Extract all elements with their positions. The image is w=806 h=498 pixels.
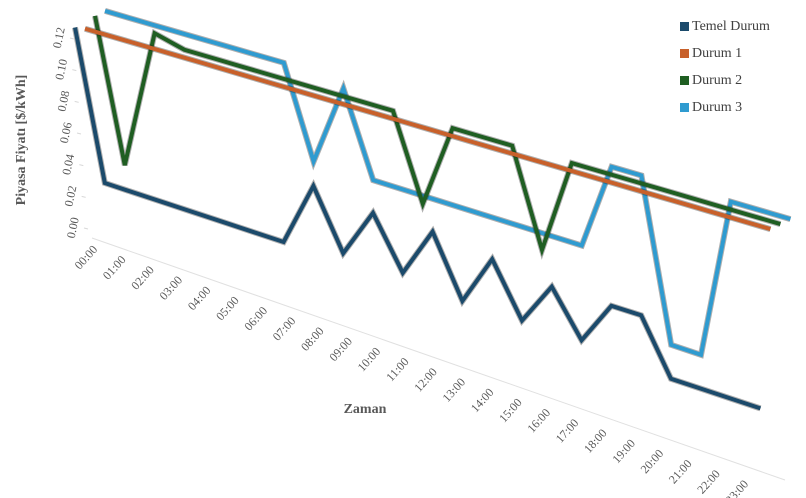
x-tick-label: 19:00 (609, 436, 638, 466)
x-tick-label: 07:00 (270, 314, 299, 344)
y-tick-label: 0.06 (57, 121, 75, 144)
legend-label: Durum 1 (692, 46, 742, 61)
x-tick-label: 03:00 (156, 273, 185, 303)
x-tick-label: 09:00 (326, 334, 355, 364)
series-line (73, 27, 762, 411)
y-tick-label: 0.00 (64, 216, 82, 239)
x-tick-label: 20:00 (638, 446, 667, 476)
x-tick-label: 12:00 (411, 365, 440, 395)
x-tick-label: 02:00 (128, 263, 157, 293)
legend-swatch (680, 49, 689, 58)
y-tick-label: 0.12 (50, 26, 68, 49)
y-tick (72, 69, 77, 72)
legend-swatch (680, 103, 689, 112)
y-tick (76, 132, 82, 135)
x-tick-label: 13:00 (439, 375, 468, 405)
y-tick-label: 0.10 (52, 58, 70, 81)
x-tick-label: 23:00 (722, 477, 751, 498)
series-line (104, 8, 791, 358)
y-tick-label: 0.04 (59, 153, 77, 176)
x-tick-label: 04:00 (185, 283, 214, 313)
x-tick-label: 21:00 (666, 457, 695, 487)
y-tick-label: 0.02 (61, 184, 79, 207)
y-tick-label: 0.08 (54, 89, 72, 112)
series-line (93, 15, 781, 257)
y-tick (83, 227, 89, 230)
x-tick-label: 00:00 (72, 242, 101, 272)
legend-label: Durum 3 (692, 100, 742, 115)
series-line (84, 26, 771, 232)
legend-label: Durum 2 (692, 73, 742, 88)
x-tick-label: 16:00 (524, 406, 553, 436)
x-tick-label: 01:00 (100, 253, 129, 283)
x-tick-label: 08:00 (298, 324, 327, 354)
y-tick (74, 100, 79, 103)
y-tick (81, 195, 86, 198)
y-tick (79, 164, 84, 167)
x-tick-label: 22:00 (694, 467, 723, 497)
x-tick-label: 17:00 (553, 416, 582, 446)
legend-label: Temel Durum (692, 19, 770, 34)
x-tick-label: 06:00 (241, 304, 270, 334)
x-axis-line (91, 237, 786, 481)
x-tick-label: 10:00 (355, 344, 384, 374)
x-tick-label: 11:00 (383, 355, 411, 384)
x-tick-label: 18:00 (581, 426, 610, 456)
x-axis-title: Zaman (344, 402, 387, 417)
x-tick-label: 15:00 (496, 395, 525, 425)
legend-swatch (680, 76, 689, 85)
y-tick (69, 37, 75, 40)
x-tick-label: 14:00 (468, 385, 497, 415)
x-tick-label: 05:00 (213, 293, 242, 323)
y-axis-title: Piyasa Fiyatı [$/kWh] (14, 75, 29, 206)
legend-swatch (680, 22, 689, 31)
